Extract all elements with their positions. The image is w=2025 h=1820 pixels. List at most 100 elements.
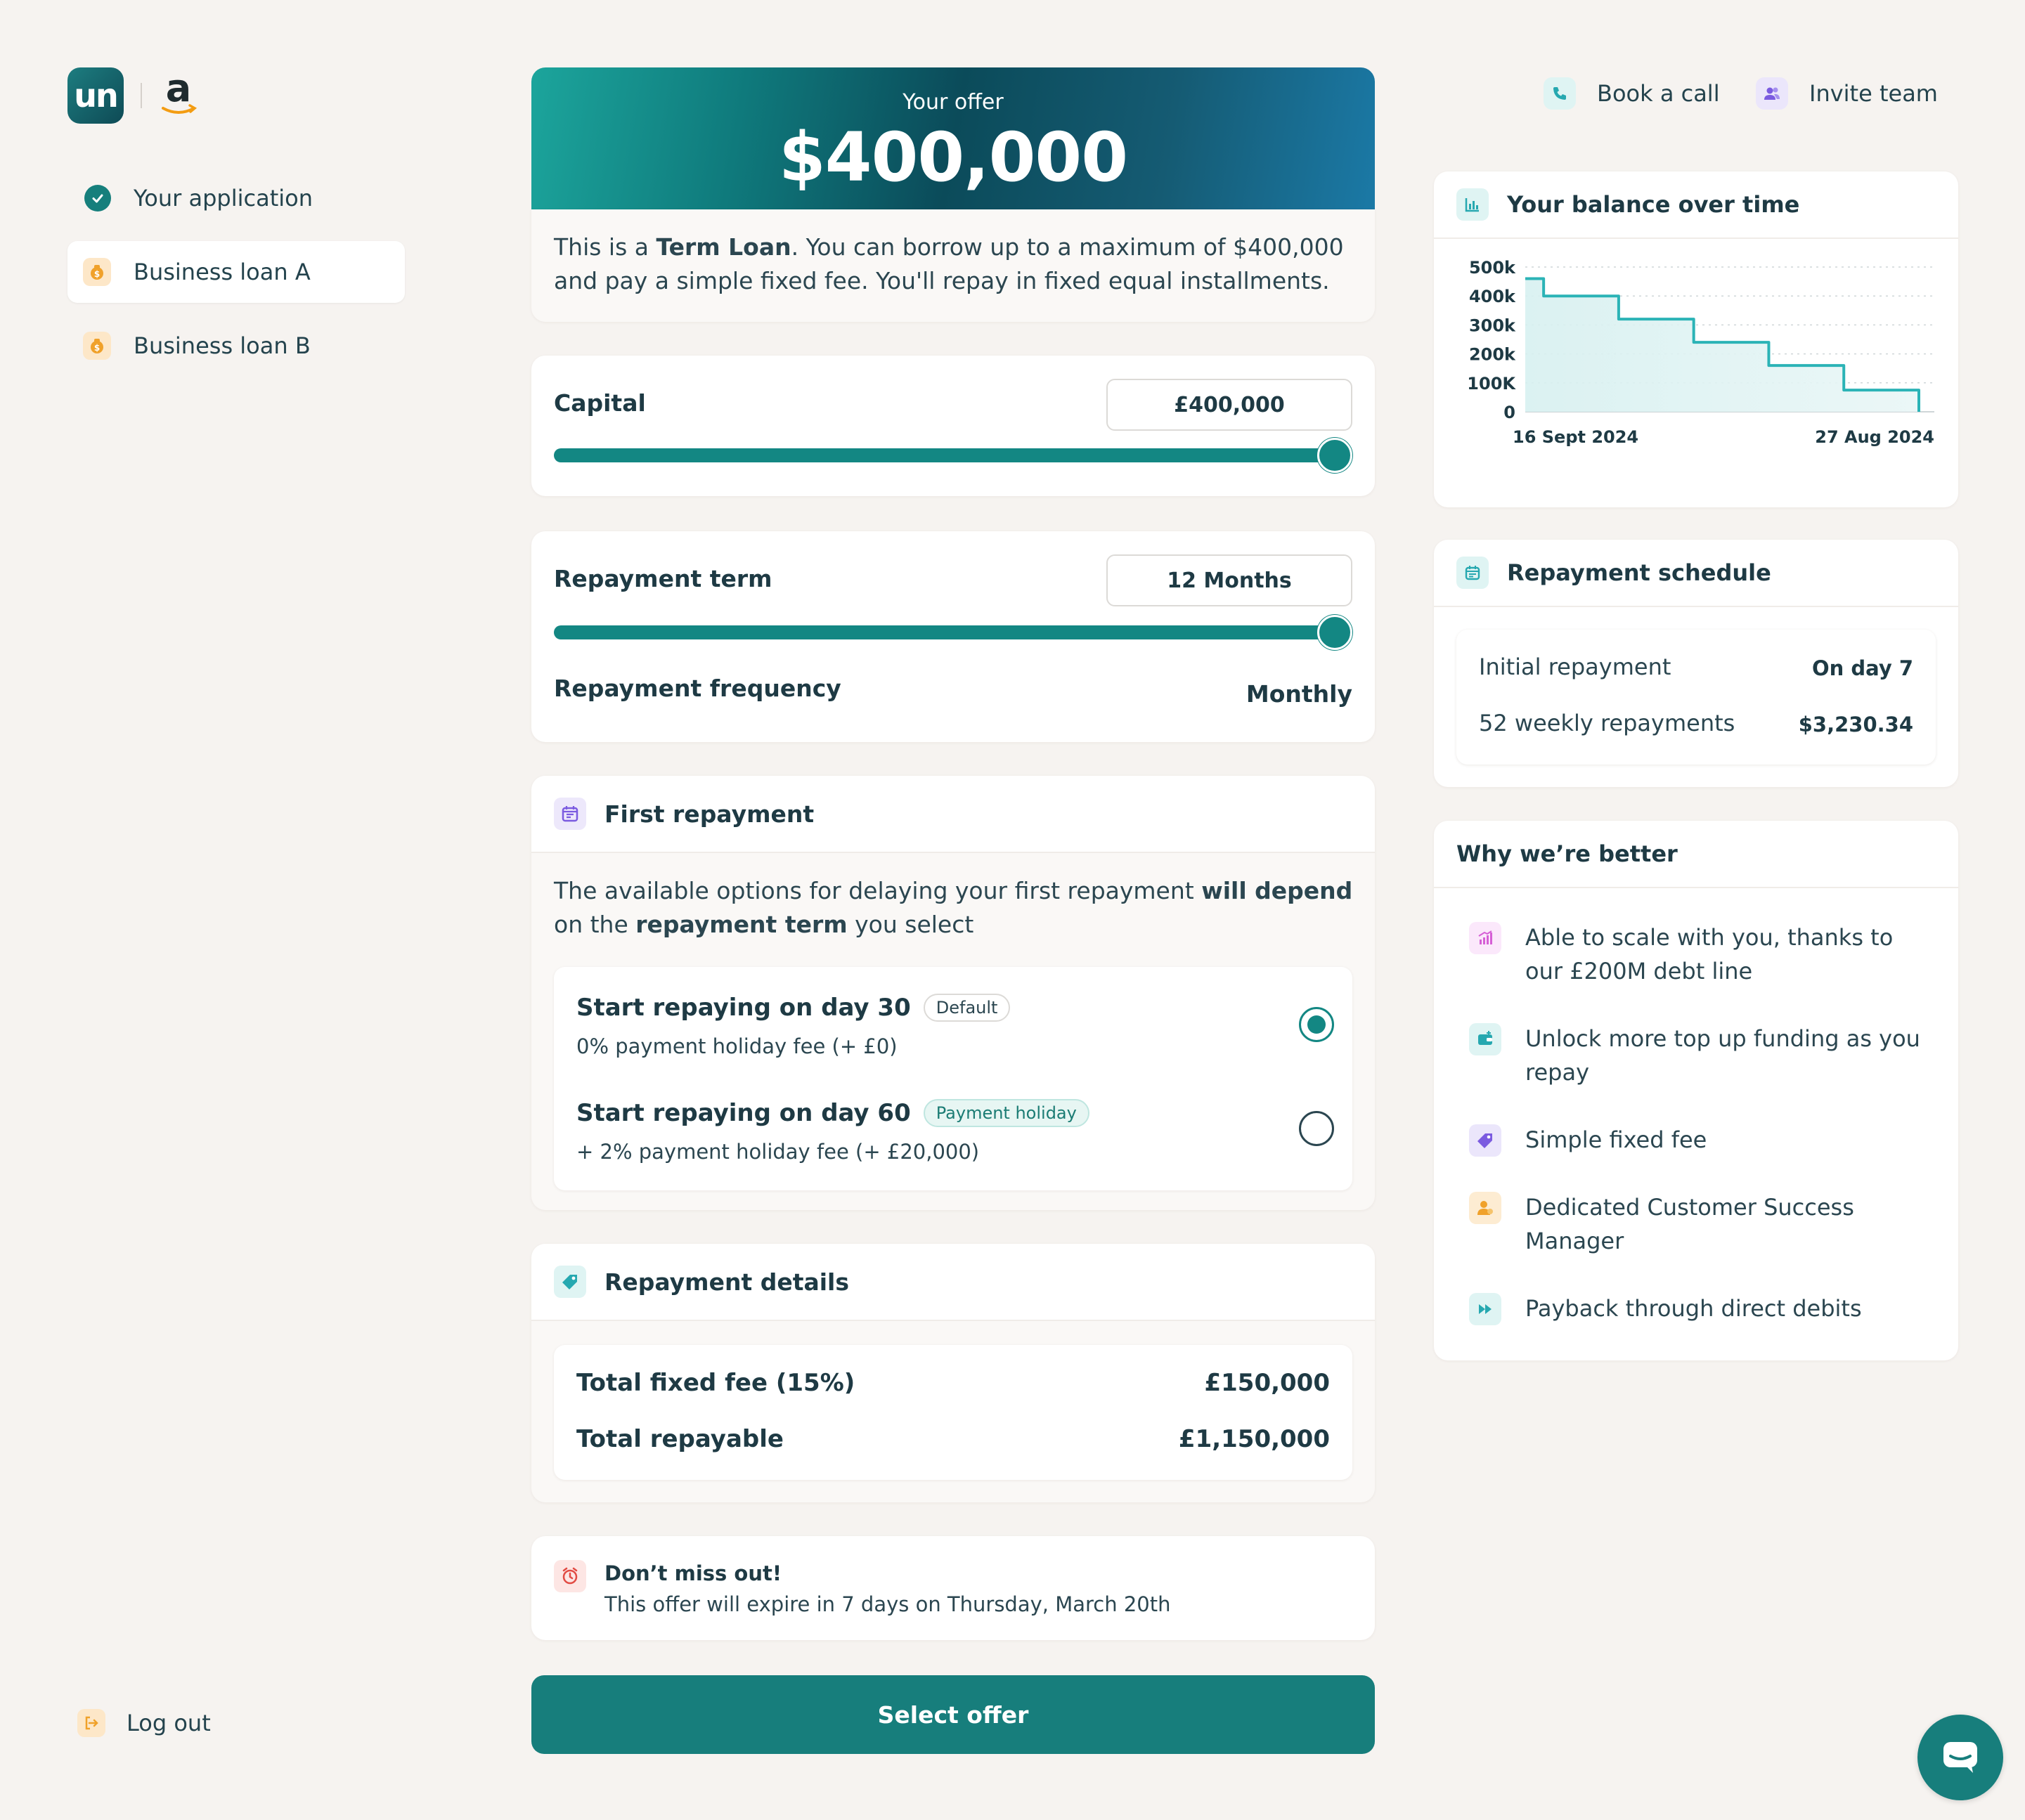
y-tick-label: 100K [1467, 374, 1516, 394]
capital-slider-track[interactable] [554, 448, 1327, 462]
payment-holiday-badge: Payment holiday [923, 1099, 1089, 1127]
first-repayment-intro: The available options for delaying your … [554, 877, 1353, 938]
check-circle-icon [84, 185, 111, 212]
schedule-row-value: $3,230.34 [1798, 713, 1913, 736]
balance-chart: 500k 400k 300k 200k 100K 0 16 Sept 2024 27 Aug … [1467, 258, 1934, 447]
option-day-30-fee: 0% payment holiday fee (+ £0) [576, 1034, 898, 1058]
select-offer-button[interactable]: Select offer [531, 1675, 1375, 1754]
logout-icon [77, 1709, 105, 1737]
schedule-table: Initial repayment On day 7 52 weekly rep… [1456, 630, 1936, 765]
sidebar-item-label: Business loan A [134, 259, 311, 285]
alarm-clock-icon [554, 1560, 586, 1592]
unlimit-logo: un [67, 67, 124, 124]
schedule-row-label: 52 weekly repayments [1479, 710, 1735, 736]
frequency-value: Monthly [1246, 680, 1352, 708]
money-bag-icon: $ [83, 332, 111, 360]
balance-header: Your balance over time [1434, 171, 1958, 239]
chat-button[interactable] [1917, 1715, 2003, 1800]
offer-amount: $400,000 [778, 118, 1128, 197]
expiry-notice: Don’t miss out! This offer will expire i… [531, 1536, 1375, 1640]
capital-card: Capital £400,000 [531, 356, 1375, 496]
why-item-fixed-fee: Simple fixed fee [1469, 1123, 1933, 1157]
repayment-term-card: Repayment term 12 Months Repayment frequ… [531, 531, 1375, 742]
term-slider-track[interactable] [554, 625, 1327, 639]
sidebar-item-label: Your application [134, 185, 313, 212]
balance-area [1525, 278, 1919, 412]
fixed-fee-value: £150,000 [1204, 1369, 1330, 1397]
term-label: Repayment term [554, 565, 772, 592]
why-item-top-up: Unlock more top up funding as you repay [1469, 1022, 1933, 1089]
offer-header: Your offer $400,000 [531, 67, 1375, 209]
repayment-details-header: Repayment details [531, 1244, 1375, 1321]
frequency-label: Repayment frequency [554, 675, 841, 702]
option-day-30[interactable]: Start repaying on day 30 Default [576, 994, 1011, 1022]
term-input[interactable]: 12 Months [1106, 554, 1352, 606]
svg-text:$: $ [94, 343, 100, 353]
option-day-30-radio[interactable] [1299, 1007, 1334, 1042]
svg-text:$: $ [94, 269, 100, 279]
loan-type: Term Loan [656, 233, 791, 261]
why-item-customer-success: Dedicated Customer Success Manager [1469, 1190, 1933, 1258]
sidebar-item-business-loan-b[interactable]: $ Business loan B [67, 315, 405, 377]
y-tick-label: 500k [1469, 258, 1516, 278]
total-repayable-label: Total repayable [576, 1425, 784, 1453]
tag-icon [554, 1266, 586, 1298]
schedule-card: Repayment schedule Initial repayment On … [1434, 540, 1958, 787]
schedule-header: Repayment schedule [1434, 540, 1958, 607]
capital-slider-handle[interactable] [1317, 438, 1352, 473]
balance-card: Your balance over time 500k 400k 300k 200k 1… [1434, 171, 1958, 507]
person-icon [1469, 1192, 1501, 1224]
tag-icon [1469, 1124, 1501, 1157]
chat-bubble-icon [1943, 1742, 1977, 1773]
chart-icon [1456, 188, 1489, 221]
invite-team-link[interactable]: Invite team [1756, 77, 1938, 110]
schedule-row-label: Initial repayment [1479, 654, 1671, 680]
capital-input[interactable]: £400,000 [1106, 379, 1352, 431]
y-tick-label: 300k [1469, 316, 1516, 335]
x-tick-label: 16 Sept 2024 [1513, 427, 1638, 447]
why-better-card: Why we’re better Able to scale with you,… [1434, 821, 1958, 1360]
y-tick-label: 200k [1469, 345, 1516, 365]
amazon-logo: a [157, 66, 200, 124]
money-bag-icon: $ [83, 258, 111, 286]
fast-forward-icon [1469, 1293, 1501, 1325]
book-call-link[interactable]: Book a call [1544, 77, 1720, 110]
offer-description: This is a Term Loan. You can borrow up t… [531, 209, 1375, 322]
notice-text: This offer will expire in 7 days on Thur… [604, 1592, 1171, 1616]
sidebar-item-label: Business loan B [134, 332, 311, 359]
schedule-row-value: On day 7 [1811, 656, 1913, 680]
sidebar-item-business-loan-a[interactable]: $ Business loan A [67, 241, 405, 303]
default-badge: Default [923, 994, 1011, 1022]
notice-title: Don’t miss out! [604, 1561, 782, 1585]
wallet-icon [1469, 1023, 1501, 1055]
repayment-details-table: Total fixed fee (15%) £150,000 Total rep… [554, 1345, 1352, 1480]
why-item-scale: Able to scale with you, thanks to our £2… [1469, 921, 1933, 988]
logout-label: Log out [127, 1710, 211, 1736]
total-repayable-value: £1,150,000 [1178, 1425, 1330, 1453]
phone-icon [1544, 77, 1576, 110]
fixed-fee-label: Total fixed fee (15%) [576, 1369, 855, 1397]
y-tick-label: 400k [1469, 287, 1516, 306]
sidebar-item-your-application[interactable]: Your application [67, 167, 405, 229]
x-tick-label: 27 Aug 2024 [1815, 427, 1934, 447]
term-slider-handle[interactable] [1317, 615, 1352, 650]
y-tick-label: 0 [1503, 403, 1515, 422]
repayment-options: Start repaying on day 30 Default 0% paym… [554, 967, 1352, 1190]
why-better-header: Why we’re better [1434, 821, 1958, 888]
logout-button[interactable]: Log out [77, 1709, 211, 1737]
team-icon [1756, 77, 1788, 110]
chart-up-icon [1469, 922, 1501, 954]
why-item-direct-debit: Payback through direct debits [1469, 1292, 1933, 1325]
svg-text:a: a [166, 67, 191, 110]
offer-label: Your offer [902, 90, 1004, 115]
calendar-icon [1456, 557, 1489, 589]
option-day-60-radio[interactable] [1299, 1111, 1334, 1146]
calendar-icon [554, 798, 586, 830]
repayment-details-card: Repayment details Total fixed fee (15%) … [531, 1244, 1375, 1502]
option-day-60-fee: + 2% payment holiday fee (+ £20,000) [576, 1140, 980, 1164]
first-repayment-header: First repayment [531, 776, 1375, 853]
option-day-60[interactable]: Start repaying on day 60 Payment holiday [576, 1099, 1089, 1127]
logo-divider [141, 83, 142, 108]
balance-line [1525, 277, 1920, 412]
capital-label: Capital [554, 389, 646, 417]
